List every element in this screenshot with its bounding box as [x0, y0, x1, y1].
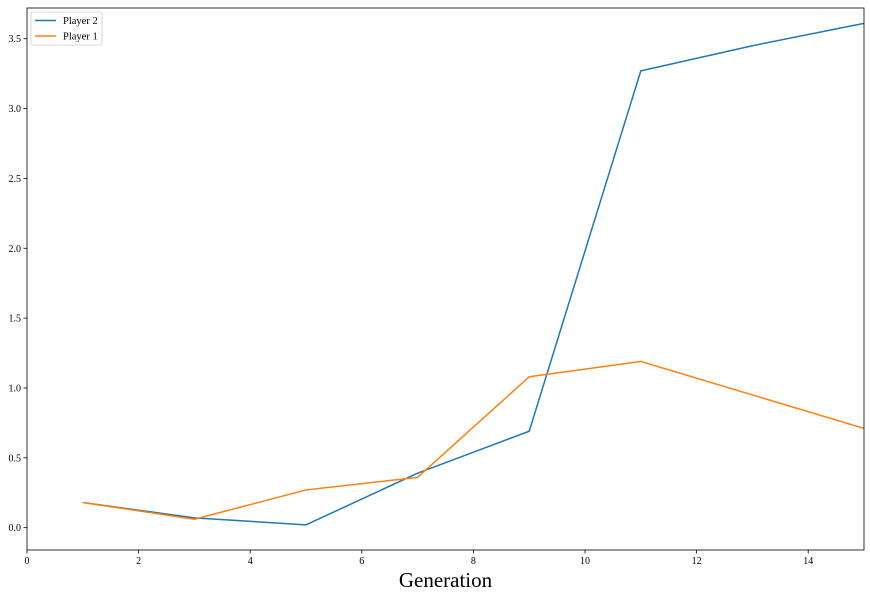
x-tick-label: 8: [471, 556, 476, 567]
y-axis-ticks: 0.0 0.5 1.0 1.5 2.0 2.5 3.0 3.5: [9, 34, 27, 534]
x-axis-ticks: 0 2 4 6 8 10 12 14: [25, 550, 813, 567]
y-tick-label: 2.0: [9, 244, 22, 255]
y-tick-label: 1.0: [9, 383, 22, 394]
x-tick-label: 4: [248, 556, 253, 567]
y-tick-label: 3.5: [9, 34, 22, 45]
legend-label-player-1: Player 1: [63, 32, 98, 43]
axes-frame: [26, 7, 865, 551]
series-line-player-1: [82, 360, 864, 521]
series-line-player-2: [82, 22, 864, 526]
x-tick-label: 2: [136, 556, 141, 567]
plot-area: [82, 22, 864, 526]
y-tick-label: 1.5: [9, 314, 22, 325]
x-tick-label: 12: [692, 556, 702, 567]
y-tick-label: 3.0: [9, 104, 22, 115]
x-tick-label: 10: [580, 556, 590, 567]
x-tick-label: 6: [359, 556, 364, 567]
y-tick-label: 0.5: [9, 453, 22, 464]
x-tick-label: 14: [803, 556, 813, 567]
legend-label-player-2: Player 2: [63, 16, 98, 27]
legend: Player 2 Player 1: [30, 11, 103, 46]
y-tick-label: 2.5: [9, 174, 22, 185]
x-axis-title: Generation: [399, 568, 493, 592]
y-tick-label: 0.0: [9, 523, 22, 534]
x-tick-label: 0: [25, 556, 30, 567]
